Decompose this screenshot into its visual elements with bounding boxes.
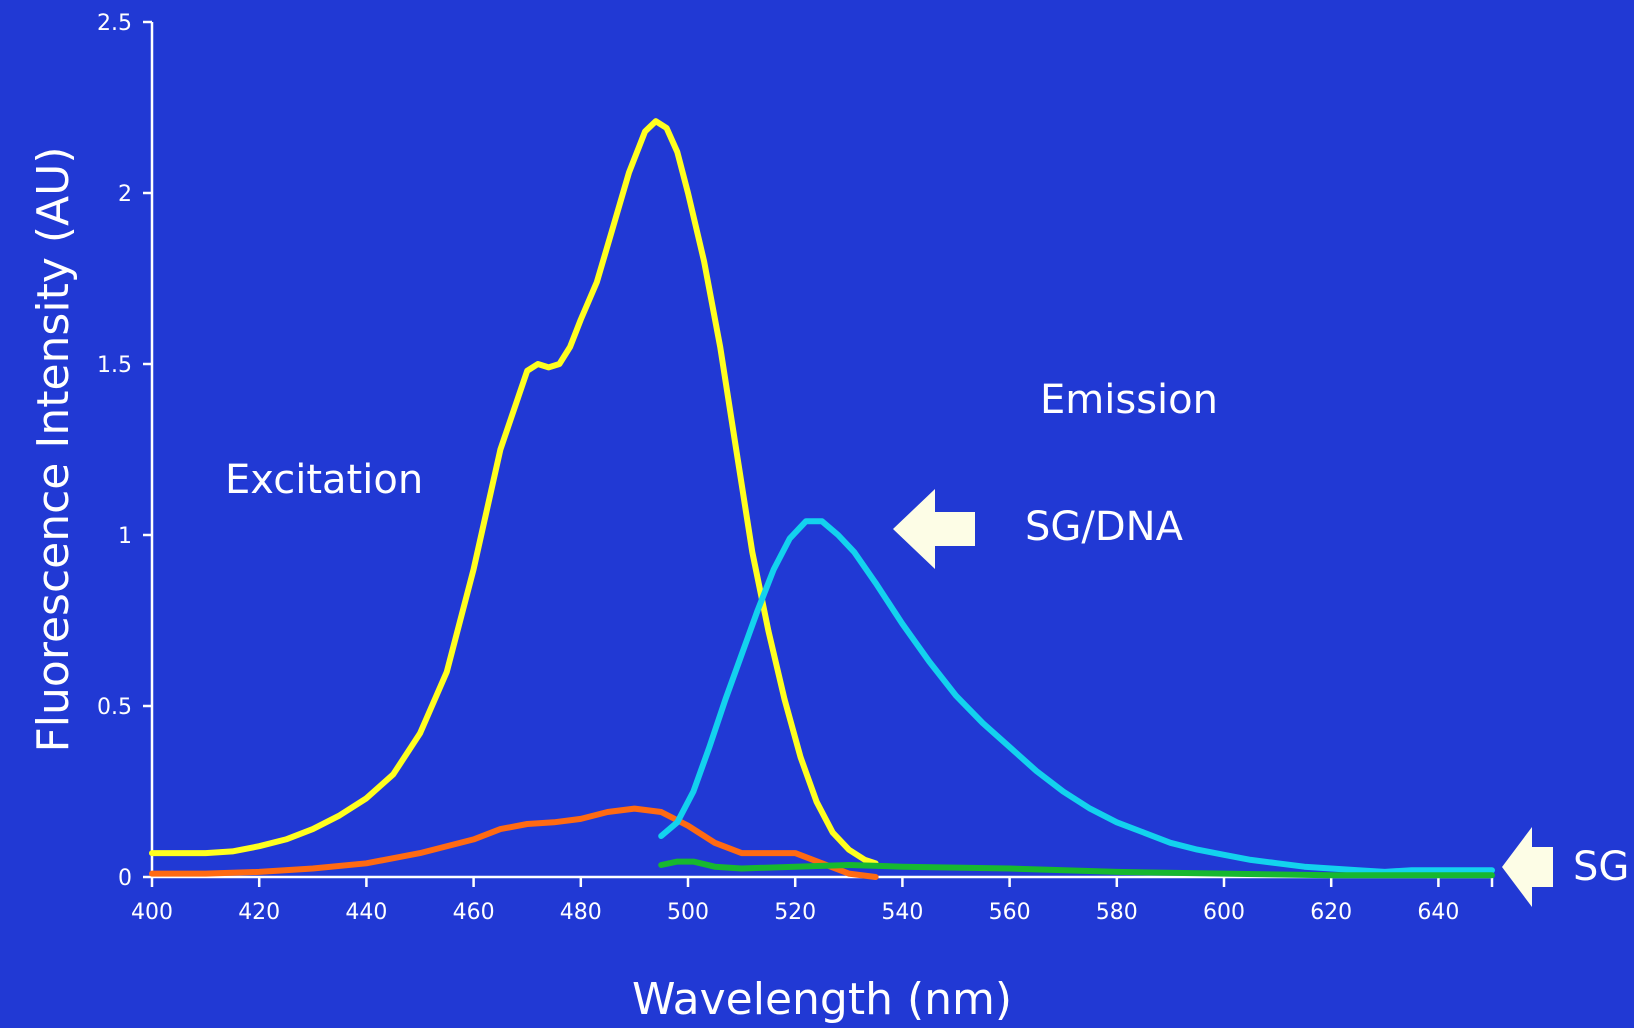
y-tick-label: 1.5: [97, 353, 132, 378]
x-tick-label: 500: [667, 900, 709, 925]
sg-arrow-icon: [1502, 827, 1553, 907]
y-tick-label: 2.5: [97, 11, 132, 36]
sg-dna-arrow-icon: [893, 489, 975, 569]
series-line-sg-excitation: [149, 805, 879, 880]
excitation-label: Excitation: [225, 457, 423, 503]
x-tick-label: 460: [453, 900, 495, 925]
x-tick-label: 440: [345, 900, 387, 925]
y-tick-label: 0: [118, 866, 132, 891]
y-tick-label: 2: [118, 182, 132, 207]
x-tick-label: 400: [131, 900, 173, 925]
sg-dna-label: SG/DNA: [1025, 504, 1184, 550]
y-tick-label: 0.5: [97, 695, 132, 720]
x-tick-label: 480: [560, 900, 602, 925]
x-tick-label: 620: [1310, 900, 1352, 925]
series: [149, 118, 1495, 880]
x-tick-label: 540: [881, 900, 923, 925]
sg-label: SG: [1573, 844, 1629, 890]
x-tick-label: 520: [774, 900, 816, 925]
series-line-sg-dna-emission: [658, 518, 1495, 875]
x-tick-label: 560: [989, 900, 1031, 925]
series-line-sg-dna-excitation: [149, 118, 879, 867]
emission-label: Emission: [1040, 377, 1218, 423]
axes: [150, 22, 1492, 879]
ticks: 400 420 440 460 480 500 520 540 560 580 600 620 640 0…: [97, 11, 1494, 925]
y-axis-title: Fluorescence Intensity (AU): [28, 147, 79, 753]
x-tick-label: 600: [1203, 900, 1245, 925]
x-tick-label: 640: [1417, 900, 1459, 925]
x-tick-label: 420: [238, 900, 280, 925]
x-axis-title: Wavelength (nm): [632, 974, 1012, 1025]
series-line-sg-emission: [658, 858, 1495, 879]
y-tick-label: 1: [118, 524, 132, 549]
x-tick-label: 580: [1096, 900, 1138, 925]
